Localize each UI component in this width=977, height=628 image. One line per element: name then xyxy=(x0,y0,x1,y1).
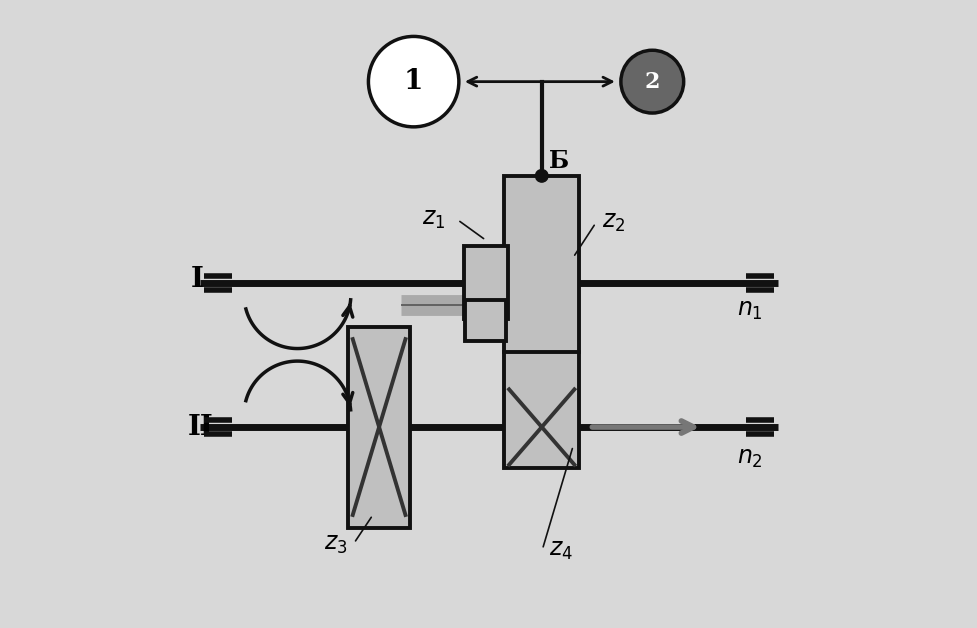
Bar xyxy=(348,327,410,528)
Text: I: I xyxy=(191,266,203,293)
Text: $n_2$: $n_2$ xyxy=(737,447,762,470)
Circle shape xyxy=(620,50,683,113)
Text: $z_3$: $z_3$ xyxy=(323,532,348,556)
Text: II: II xyxy=(188,414,213,440)
Text: $z_2$: $z_2$ xyxy=(602,210,624,234)
Text: 2: 2 xyxy=(644,70,659,93)
Bar xyxy=(465,300,506,340)
Bar xyxy=(503,176,578,468)
Text: $z_4$: $z_4$ xyxy=(548,538,573,562)
Text: 1: 1 xyxy=(404,68,423,95)
Text: Б: Б xyxy=(548,149,569,173)
Bar xyxy=(463,246,507,318)
Circle shape xyxy=(535,170,547,182)
Text: $z_1$: $z_1$ xyxy=(421,207,445,231)
Circle shape xyxy=(368,36,458,127)
Text: $n_1$: $n_1$ xyxy=(737,300,762,322)
